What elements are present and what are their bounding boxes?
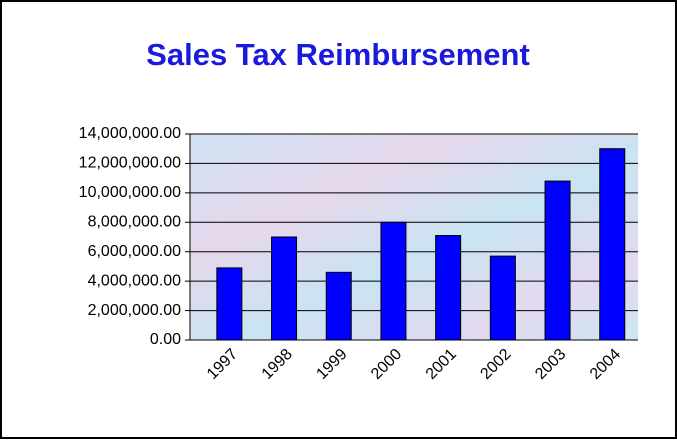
y-tick-label: 8,000,000.00: [88, 214, 182, 231]
y-tick-label: 2,000,000.00: [88, 302, 182, 319]
bar: [435, 235, 462, 341]
bar: [325, 271, 352, 341]
bar: [599, 148, 626, 341]
y-tick-label: 10,000,000.00: [79, 184, 181, 201]
y-tick-label: 14,000,000.00: [79, 125, 181, 142]
bar: [544, 180, 571, 341]
bar: [489, 255, 516, 341]
chart-title: Sales Tax Reimbursement: [146, 37, 530, 72]
plot-area: [190, 134, 638, 340]
y-tick-label: 12,000,000.00: [79, 155, 181, 172]
bar: [216, 267, 243, 341]
y-tick-label: 6,000,000.00: [88, 243, 182, 260]
bar: [380, 221, 407, 341]
y-tick-label: 4,000,000.00: [88, 272, 182, 289]
bar: [271, 236, 298, 341]
y-tick-label: 0.00: [150, 331, 181, 348]
